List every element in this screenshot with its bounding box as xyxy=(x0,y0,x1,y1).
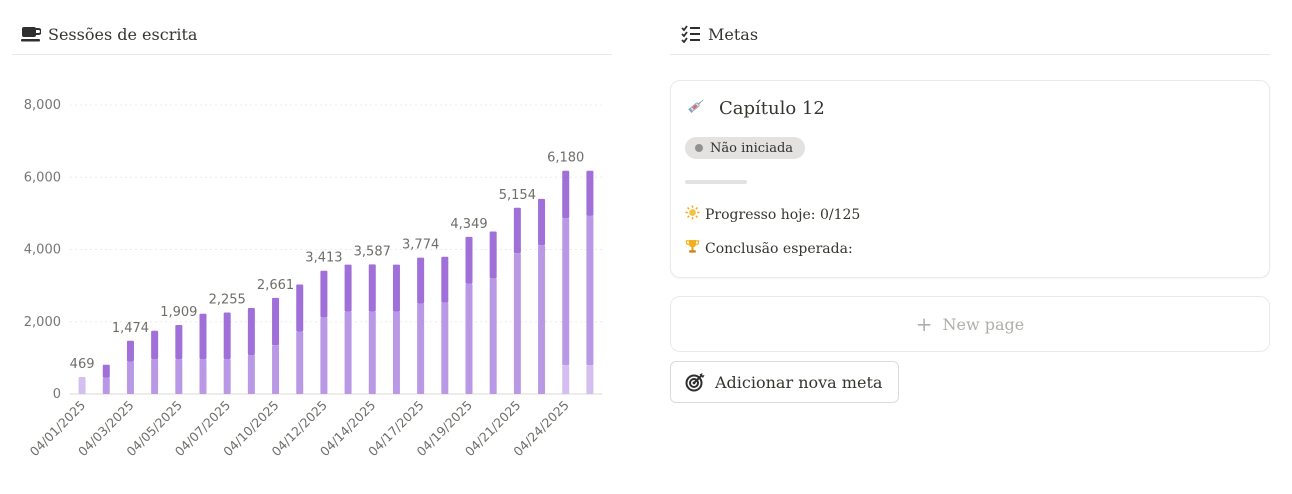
bar-segment xyxy=(223,358,231,394)
expected-completion-row: Conclusão esperada: xyxy=(685,239,853,258)
bar-segment xyxy=(272,297,280,346)
status-dot-icon xyxy=(695,144,703,152)
expected-completion-text: Conclusão esperada: xyxy=(705,240,853,257)
writing-sessions-title: Sessões de escrita xyxy=(48,24,198,44)
data-label: 3,413 xyxy=(305,251,342,266)
y-tick-label: 0 xyxy=(53,387,61,402)
bar-segment xyxy=(247,354,255,394)
data-label: 3,774 xyxy=(402,238,439,253)
bar-segment xyxy=(78,377,86,394)
status-label: Não iniciada xyxy=(710,140,794,156)
bar-segment xyxy=(417,257,425,304)
bar-segment xyxy=(538,198,546,246)
bar-segment xyxy=(175,325,183,359)
target-icon xyxy=(685,372,705,392)
status-badge[interactable]: Não iniciada xyxy=(685,137,806,159)
bar-segment xyxy=(417,303,425,394)
goal-card-title: Capítulo 12 xyxy=(719,97,825,119)
goals-title: Metas xyxy=(708,24,759,44)
bar-segment xyxy=(296,284,304,332)
bar-segment xyxy=(513,253,521,394)
y-tick-label: 4,000 xyxy=(24,243,61,258)
bar-segment xyxy=(272,345,280,394)
goals-header: Metas xyxy=(670,14,1270,55)
writing-sessions-header: Sessões de escrita xyxy=(12,14,612,55)
bar-segment xyxy=(465,236,473,284)
data-label: 4,349 xyxy=(450,217,487,232)
data-label: 5,154 xyxy=(499,188,536,203)
data-label: 3,587 xyxy=(354,244,391,259)
progress-today-text: Progresso hoje: 0/125 xyxy=(705,206,861,223)
bar-segment xyxy=(489,231,497,279)
bar-segment xyxy=(175,358,183,394)
bar-segment xyxy=(392,264,400,312)
data-label: 469 xyxy=(70,357,95,372)
bar-segment xyxy=(441,302,449,394)
bar-segment xyxy=(126,361,134,394)
bar-segment xyxy=(199,313,207,359)
bar-segment xyxy=(320,270,328,318)
bar-segment xyxy=(344,264,352,312)
bar-segment xyxy=(586,215,594,366)
progress-today-row: Progresso hoje: 0/125 xyxy=(685,205,860,224)
bar-segment xyxy=(151,330,159,359)
y-tick-label: 6,000 xyxy=(24,170,61,185)
trophy-icon xyxy=(685,239,700,258)
bar-segment xyxy=(538,245,546,394)
new-page-label: New page xyxy=(942,314,1025,334)
bar-segment xyxy=(586,170,594,216)
progress-bar xyxy=(685,180,747,184)
bar-segment xyxy=(199,358,207,394)
bar-segment xyxy=(296,331,304,394)
bar-segment xyxy=(344,311,352,394)
y-tick-label: 8,000 xyxy=(24,98,61,113)
bar-segment xyxy=(465,283,473,394)
goals-panel: Metas Capítulo 12 Não iniciada xyxy=(670,14,1270,403)
writing-sessions-chart: 0 2,000 4,000 6,000 8,000 469 1,474 1,909 2,255 2… xyxy=(24,98,602,459)
bar-segment xyxy=(126,340,134,362)
data-label: 2,661 xyxy=(257,278,294,293)
add-goal-button[interactable]: Adicionar nova meta xyxy=(670,361,900,403)
bar-segment xyxy=(562,365,570,394)
sun-icon xyxy=(685,205,700,224)
new-page-button[interactable]: + New page xyxy=(670,296,1270,352)
add-goal-label: Adicionar nova meta xyxy=(715,372,883,392)
bar-segment xyxy=(102,377,110,394)
bar-segment xyxy=(392,311,400,394)
bar-segment xyxy=(513,207,521,254)
bar-segment xyxy=(247,308,255,355)
bar-segment xyxy=(368,264,376,312)
bar-segment xyxy=(368,311,376,394)
bar-segment xyxy=(441,256,449,303)
bar-segment xyxy=(586,365,594,394)
syringe-icon xyxy=(687,97,705,119)
bar-segment xyxy=(320,317,328,394)
plus-icon: + xyxy=(915,312,933,336)
bar-segment xyxy=(223,312,231,359)
bar-segment xyxy=(562,170,570,219)
coffee-icon xyxy=(20,23,42,45)
bar-segment xyxy=(151,358,159,394)
bar-segment xyxy=(562,218,570,366)
bar-segment xyxy=(102,364,110,378)
data-label: 1,909 xyxy=(160,305,197,320)
data-label: 2,255 xyxy=(209,293,246,308)
data-label: 6,180 xyxy=(547,151,584,166)
bar-segment xyxy=(489,278,497,394)
goal-card-title-row: Capítulo 12 xyxy=(687,97,825,119)
data-label: 1,474 xyxy=(112,321,149,336)
writing-sessions-panel: Sessões de escrita 0 2,000 4,000 6,000 8,000… xyxy=(12,14,612,459)
y-tick-label: 2,000 xyxy=(24,315,61,330)
goal-card[interactable]: Capítulo 12 Não iniciada Pr xyxy=(670,80,1270,278)
checklist-icon xyxy=(680,23,702,45)
